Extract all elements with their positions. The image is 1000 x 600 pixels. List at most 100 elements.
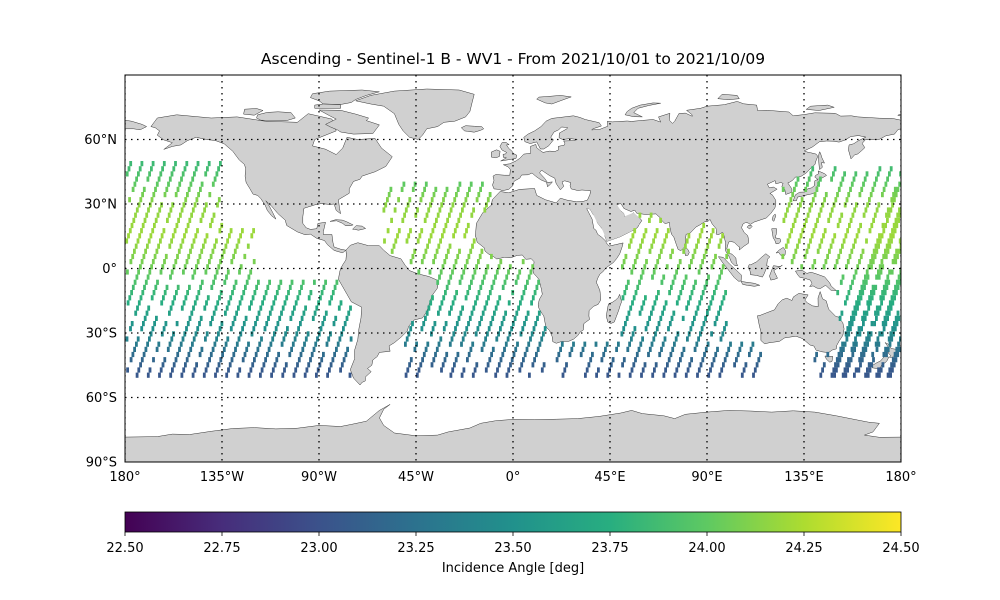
swath-cell <box>440 367 443 373</box>
swath-cell <box>342 326 345 332</box>
swath-cell <box>490 284 494 290</box>
swath-cell <box>667 326 670 332</box>
swath-cell <box>199 284 202 290</box>
swath-cell <box>445 284 449 290</box>
swath-cell <box>653 300 657 306</box>
swath-cell <box>851 279 854 285</box>
swath-cell <box>186 321 190 327</box>
swath-cell <box>497 362 501 368</box>
swath-cell <box>300 284 303 290</box>
swath-cell <box>135 207 139 213</box>
swath-cell <box>265 321 269 327</box>
swath-cell <box>422 253 426 260</box>
swath-cell <box>530 331 534 337</box>
swath-cell <box>297 357 301 363</box>
swath-cell <box>533 357 536 363</box>
swath-cell <box>637 346 641 352</box>
swath-cell <box>832 202 836 208</box>
swath-cell <box>234 279 238 285</box>
swath-cell <box>252 228 255 234</box>
swath-cell <box>442 295 446 301</box>
swath-cell <box>139 295 143 301</box>
swath-cell <box>200 346 204 352</box>
swath-cell <box>170 171 174 177</box>
landmass-britain <box>499 142 517 162</box>
swath-cell <box>146 274 150 280</box>
swath-cell <box>318 362 322 368</box>
swath-cell <box>463 331 467 337</box>
landmass-hispaniola <box>352 225 366 231</box>
swath-cell <box>218 326 222 332</box>
swath-cell <box>334 315 338 321</box>
swath-cell <box>867 305 871 311</box>
swath-cell <box>230 259 234 265</box>
swath-cell <box>531 295 535 301</box>
swath-cell <box>404 372 408 378</box>
swath-cell <box>428 269 432 275</box>
swath-cell <box>445 186 449 192</box>
latitude-tick-label: 90°S <box>86 456 117 471</box>
swath-cell <box>895 248 898 254</box>
swath-cell <box>349 336 353 342</box>
swath-cell <box>886 248 890 254</box>
swath-cell <box>895 222 899 229</box>
swath-cell <box>176 186 180 192</box>
swath-cell <box>301 279 305 285</box>
swath-cell <box>481 181 484 187</box>
swath-cell <box>281 372 285 378</box>
swath-cell <box>138 166 142 172</box>
swath-cell <box>843 171 846 177</box>
swath-cell <box>875 346 879 352</box>
swath-cell <box>382 207 386 213</box>
swath-cell <box>212 212 216 218</box>
swath-cell <box>718 274 722 280</box>
swath-cell <box>650 243 654 249</box>
swath-cell <box>433 222 437 229</box>
swath-cell <box>140 228 143 234</box>
swath-cell <box>807 176 811 182</box>
swath-cell <box>633 259 637 265</box>
swath-cell <box>497 264 501 270</box>
swath-cell <box>320 290 324 296</box>
swath-cell <box>757 357 761 363</box>
colorbar: 22.50 22.75 23.00 23.25 23.50 23.75 24.00 24.25… <box>106 511 920 576</box>
swath-cell <box>127 233 130 239</box>
swath-cell <box>415 372 419 378</box>
swath-cell <box>755 362 759 368</box>
swath-cell <box>142 253 146 260</box>
swath-cell <box>130 290 133 296</box>
swath-cell <box>499 357 503 363</box>
swath-cell <box>237 305 240 311</box>
swath-cell <box>846 228 849 234</box>
swath-cell <box>485 300 489 306</box>
swath-cell <box>237 238 241 244</box>
map-area[interactable] <box>125 75 902 462</box>
swath-cell <box>424 346 428 352</box>
swath-cell <box>849 357 853 363</box>
swath-cell <box>211 248 215 254</box>
swath-cell <box>622 357 626 363</box>
swath-cell <box>862 310 866 316</box>
swath-cell <box>409 326 413 332</box>
swath-cell <box>846 326 850 332</box>
swath-cell <box>878 238 882 244</box>
swath-cell <box>862 351 866 358</box>
swath-cell <box>817 181 820 187</box>
swath-cell <box>159 171 163 177</box>
swath-cell <box>404 341 407 347</box>
swath-cell <box>521 259 525 265</box>
swath-cell <box>875 176 878 182</box>
swath-cell <box>719 238 723 244</box>
swath-cell <box>715 315 719 321</box>
swath-cell <box>435 217 438 223</box>
swath-cell <box>233 248 237 254</box>
swath-cell <box>638 212 642 218</box>
swath-cell <box>416 238 420 244</box>
swath-cell <box>884 346 887 352</box>
swath-cell <box>641 367 645 373</box>
swath-cell <box>839 248 842 254</box>
swath-cell <box>203 305 207 311</box>
swath-cell <box>158 372 161 378</box>
swath-cell <box>505 274 509 280</box>
swath-cell <box>507 269 510 275</box>
